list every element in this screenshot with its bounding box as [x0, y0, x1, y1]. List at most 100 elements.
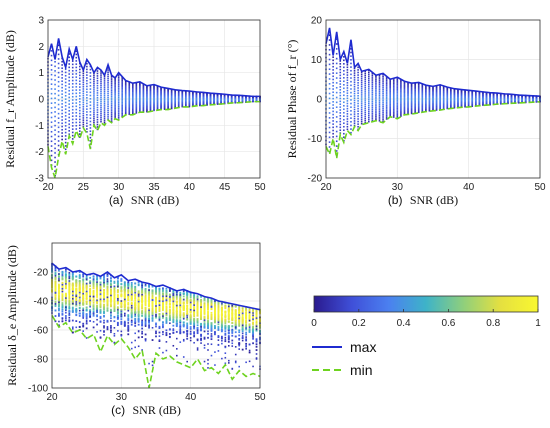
pa-point [128, 82, 131, 85]
pb-point [407, 101, 409, 104]
pb-ytick-0: -20 [308, 174, 323, 185]
pb-point [332, 94, 334, 97]
pa-point [57, 126, 60, 129]
pa-point [82, 99, 85, 101]
pb-point [410, 109, 413, 111]
pb-point [357, 97, 359, 100]
pb-point [428, 107, 431, 109]
pa-point [93, 83, 95, 85]
pb-point [357, 107, 359, 110]
pb-point [375, 82, 377, 84]
pb-point [368, 88, 370, 90]
pa-point [54, 156, 56, 159]
pb-point [392, 113, 395, 115]
pa-point [146, 95, 148, 98]
pb-point [400, 106, 402, 109]
pb-point [410, 104, 413, 106]
pb-point [350, 77, 352, 79]
pa-point [167, 94, 169, 97]
pa-point [103, 110, 106, 112]
pa-point [167, 104, 169, 106]
pc-point [54, 302, 57, 304]
pb-point [417, 97, 420, 100]
pc-point [144, 323, 147, 325]
pa-point [149, 91, 152, 94]
pb-point [439, 100, 441, 103]
pb-point [414, 83, 416, 86]
pc-point [123, 281, 126, 284]
pb-point [425, 97, 427, 99]
pc-point [82, 330, 84, 332]
pc-point [96, 288, 98, 291]
pa-point [124, 96, 127, 98]
pb-point [346, 82, 349, 84]
pb-point [364, 101, 367, 103]
pb-point [403, 95, 406, 97]
pc-point [82, 297, 85, 300]
pb-point [428, 90, 431, 92]
pb-point [446, 90, 449, 92]
pa-point [86, 88, 88, 91]
pa-point [117, 76, 120, 79]
pb-point [332, 85, 334, 87]
pc-point [78, 307, 81, 310]
pa-point [75, 92, 78, 95]
pb-point [407, 85, 409, 88]
pb-point [400, 100, 402, 103]
pc-point [89, 320, 92, 322]
pb-point [332, 116, 334, 119]
pb-point [396, 99, 399, 102]
pc-point [61, 313, 64, 315]
pa-point [114, 103, 116, 105]
pa-point [54, 138, 56, 141]
pc-point [82, 325, 85, 328]
pc-point [144, 297, 147, 300]
pb-point [371, 87, 374, 90]
pc-point [144, 299, 147, 302]
pa-point [68, 106, 70, 109]
pa-point [82, 105, 85, 108]
pc-point [54, 267, 57, 270]
pb-point [353, 97, 356, 99]
pc-point [65, 269, 67, 271]
pc-point [117, 330, 119, 332]
pb-point [410, 99, 413, 102]
pa-point [121, 112, 123, 115]
pb-point [421, 97, 424, 100]
pa-point [107, 88, 109, 91]
pa-xtick-4: 40 [184, 182, 196, 193]
pa-point [96, 114, 99, 116]
pc-point [116, 294, 119, 297]
pc-point [75, 326, 78, 329]
pb-point [389, 89, 391, 91]
pb-point [378, 83, 381, 86]
pa-point [156, 87, 159, 89]
pb-point [417, 92, 420, 95]
pb-point [339, 71, 342, 74]
pc-point [130, 308, 133, 311]
pc-point [141, 291, 144, 294]
pa-point [93, 121, 95, 124]
pb-point [350, 120, 352, 123]
pb-point [414, 86, 416, 88]
pa-point [107, 118, 109, 120]
pa-point [121, 89, 123, 91]
pb-point [346, 123, 349, 125]
pb-point [407, 111, 409, 114]
pc-point [78, 289, 81, 292]
pa-point [54, 70, 56, 72]
pc-point [151, 364, 154, 367]
pa-point [149, 106, 152, 108]
pb-point [332, 110, 334, 113]
pc-point [75, 289, 78, 292]
pb-point [332, 56, 334, 58]
pc-point [106, 327, 109, 329]
pa-point [82, 110, 85, 113]
pc-point [61, 289, 64, 292]
pc-point [110, 292, 112, 295]
pb-point [364, 86, 367, 89]
pc-point [144, 325, 147, 327]
pa-point [124, 112, 127, 114]
pb-point [335, 120, 338, 123]
pb-point [346, 97, 349, 100]
